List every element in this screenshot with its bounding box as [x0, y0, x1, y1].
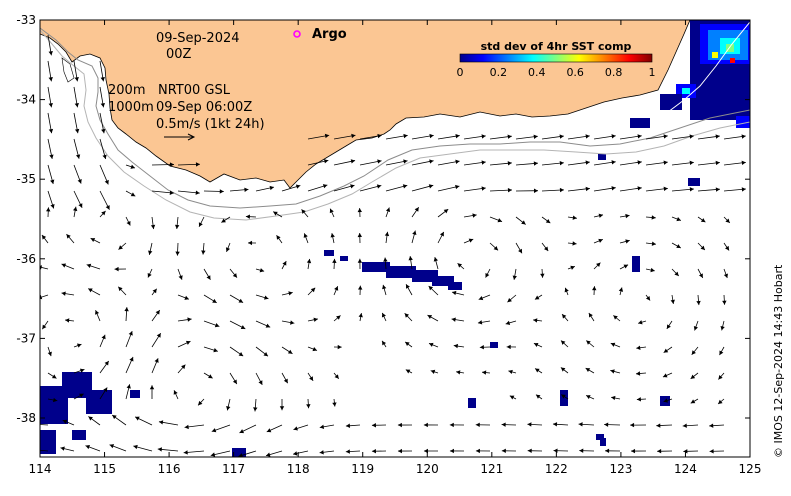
- product-time-label: 09-Sep 06:00Z: [156, 100, 252, 115]
- x-tick-label: 125: [739, 462, 762, 476]
- x-tick-label: 118: [287, 462, 310, 476]
- product-label: NRT00 GSL: [158, 83, 231, 98]
- colorbar-tick-label: 0.6: [566, 66, 584, 79]
- colorbar-tick-label: 0.2: [490, 66, 508, 79]
- y-tick-label: -36: [16, 252, 36, 266]
- hour-label: 00Z: [166, 47, 192, 62]
- x-tick-label: 119: [351, 462, 374, 476]
- x-tick-label: 122: [545, 462, 568, 476]
- y-tick-label: -38: [16, 411, 36, 425]
- x-tick-label: 121: [480, 462, 503, 476]
- y-tick-label: -37: [16, 331, 36, 345]
- colorbar-title: std dev of 4hr SST comp: [481, 40, 632, 53]
- x-tick-label: 120: [416, 462, 439, 476]
- x-tick-label: 117: [222, 462, 245, 476]
- x-tick-label: 123: [609, 462, 632, 476]
- colorbar-tick-label: 1: [649, 66, 656, 79]
- x-tick-label: 115: [93, 462, 116, 476]
- colorbar: [460, 54, 652, 62]
- copyright-notice: © IMOS 12-Sep-2024 14:43 Hobart: [772, 264, 785, 458]
- date-label: 09-Sep-2024: [156, 31, 240, 46]
- y-tick-label: -33: [16, 13, 36, 27]
- colorbar-tick-label: 0.8: [605, 66, 623, 79]
- y-tick-label: -35: [16, 172, 36, 186]
- x-tick-label: 114: [29, 462, 52, 476]
- isobath-1000m-label: 1000m: [108, 100, 154, 115]
- vector-scale-label: 0.5m/s (1kt 24h): [156, 117, 265, 132]
- isobath-200m-label: 200m: [108, 83, 145, 98]
- x-tick-label: 124: [674, 462, 697, 476]
- argo-label: Argo: [312, 27, 347, 42]
- x-tick-label: 116: [158, 462, 181, 476]
- colorbar-tick-label: 0: [457, 66, 464, 79]
- y-tick-label: -34: [16, 93, 36, 107]
- colorbar-tick-label: 0.4: [528, 66, 546, 79]
